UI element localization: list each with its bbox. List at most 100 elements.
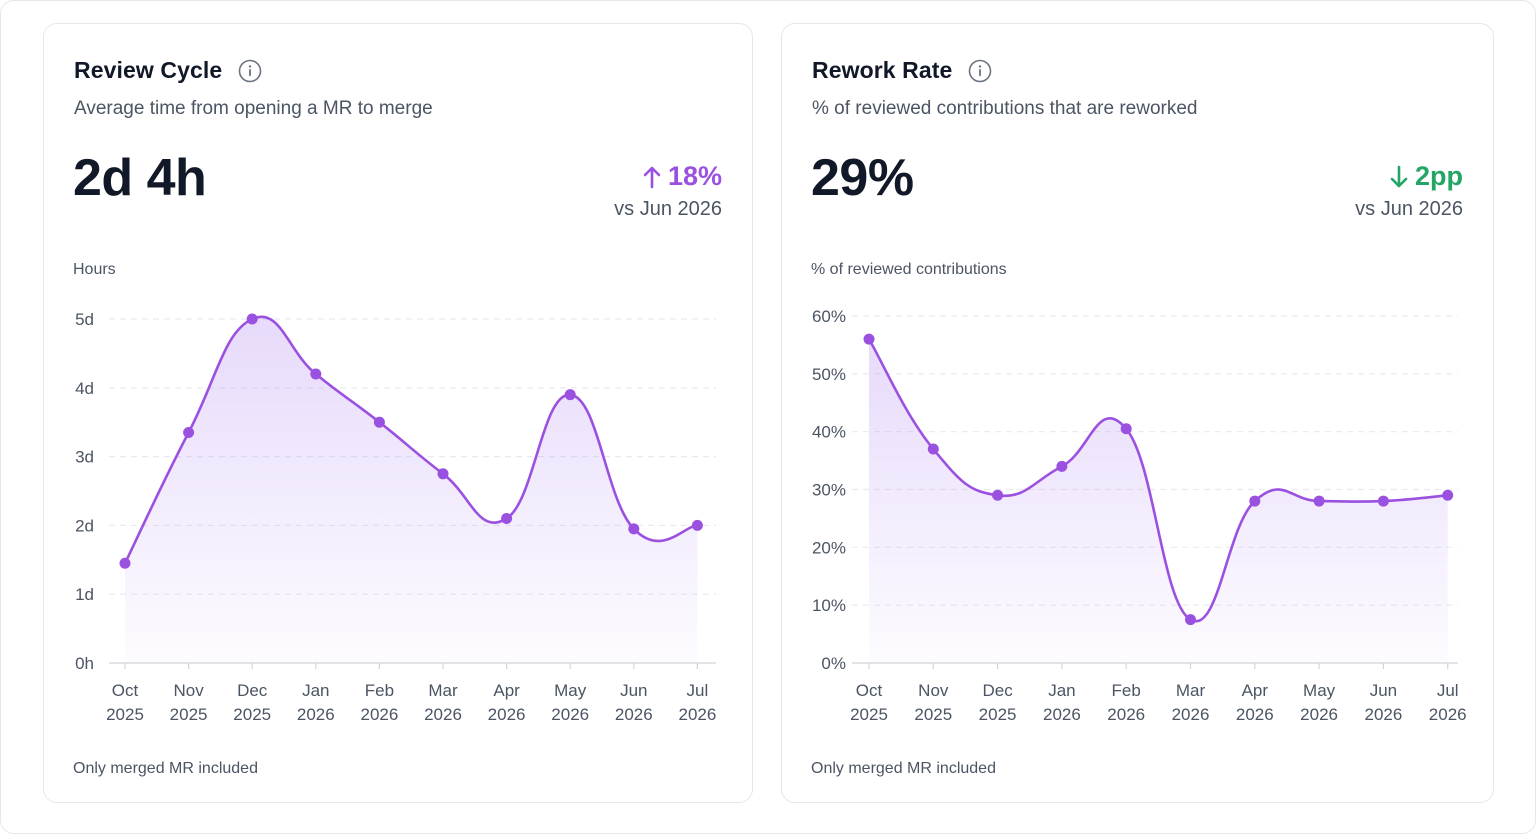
x-tick-label: 2026: [360, 705, 398, 724]
delta-line: 18%: [614, 161, 722, 192]
rework-rate-chart: 0% 10% 20% 30% 40% 50% 60% Oct 2025 Nov 2025 Dec 202…: [812, 307, 1467, 724]
y-tick-label: 4d: [75, 379, 94, 398]
x-tick-label: Oct: [112, 681, 139, 700]
arrow-up-icon: [643, 166, 661, 188]
x-tick-label: Jun: [620, 681, 647, 700]
x-tick-label: Nov: [173, 681, 204, 700]
data-point: [1185, 614, 1196, 626]
data-point: [183, 427, 195, 439]
rework-rate-card: Rework Rate % of reviewed contributions …: [781, 23, 1494, 803]
x-tick-label: May: [1303, 681, 1336, 700]
metric-value: 29%: [811, 149, 914, 207]
card-subtitle: Average time from opening a MR to merge: [74, 98, 433, 119]
x-tick-label: Jan: [1048, 681, 1075, 700]
data-point: [1120, 423, 1132, 435]
card-header: Rework Rate: [812, 57, 992, 84]
y-tick-label: 60%: [812, 307, 846, 326]
card-title: Rework Rate: [812, 57, 953, 83]
y-tick-label: 20%: [812, 538, 846, 557]
x-tick-label: 2026: [297, 705, 335, 724]
x-tick-label: 2026: [1429, 705, 1467, 724]
x-tick-label: 2026: [1236, 705, 1274, 724]
x-tick-label: Dec: [982, 681, 1013, 700]
x-tick-label: Apr: [493, 681, 520, 700]
x-tick-label: Jul: [687, 681, 709, 700]
y-tick-label: 2d: [75, 516, 94, 535]
delta-comparison: vs Jun 2026: [1355, 198, 1463, 220]
x-tick-label: Nov: [918, 681, 949, 700]
x-tick-label: 2026: [1107, 705, 1145, 724]
delta-line: 2pp: [1355, 161, 1463, 192]
review-cycle-card: Review Cycle Average time from opening a…: [43, 23, 753, 803]
x-tick-label: 2025: [914, 705, 952, 724]
y-tick-label: 30%: [812, 481, 846, 500]
delta-block: 2pp vs Jun 2026: [1355, 161, 1463, 221]
data-point: [1442, 489, 1454, 501]
y-tick-label: 3d: [75, 448, 94, 467]
data-point: [310, 368, 322, 380]
card-title: Review Cycle: [74, 57, 223, 83]
data-point: [628, 523, 640, 535]
x-tick-label: May: [554, 681, 587, 700]
x-tick-label: Apr: [1242, 681, 1269, 700]
card-footnote: Only merged MR included: [73, 760, 258, 777]
data-point: [1249, 495, 1261, 507]
x-tick-label: Feb: [1112, 681, 1141, 700]
x-tick-label: Oct: [856, 681, 883, 700]
series-line: [867, 337, 1449, 623]
data-point: [1313, 495, 1325, 507]
card-header: Review Cycle: [74, 57, 262, 84]
series-line: [123, 315, 699, 565]
review-cycle-chart: 0h 1d 2d 3d 4d 5d Oct 2025 Nov 2025 Dec 2025 Jan 2026…: [75, 310, 716, 724]
y-tick-label: 50%: [812, 365, 846, 384]
data-point: [564, 389, 576, 401]
x-tick-label: 2025: [106, 705, 144, 724]
data-point: [437, 468, 449, 480]
series-area: [869, 339, 1448, 663]
x-tick-label: Jan: [302, 681, 329, 700]
y-tick-label: 5d: [75, 310, 94, 329]
data-point: [691, 519, 703, 531]
x-tick-label: 2025: [170, 705, 208, 724]
metric-value: 2d 4h: [73, 149, 207, 207]
y-tick-label: 0%: [821, 654, 846, 673]
card-footnote: Only merged MR included: [811, 760, 996, 777]
y-tick-label: 10%: [812, 596, 846, 615]
arrow-down-icon: [1390, 165, 1408, 187]
x-tick-label: 2026: [424, 705, 462, 724]
card-subtitle: % of reviewed contributions that are rew…: [812, 98, 1198, 119]
data-point: [1377, 495, 1389, 507]
delta-value: 2pp: [1414, 161, 1463, 191]
x-tick-label: Feb: [365, 681, 394, 700]
delta-value: 18%: [667, 161, 722, 191]
x-tick-label: 2026: [1300, 705, 1338, 724]
data-point: [927, 443, 939, 455]
x-tick-label: 2026: [488, 705, 526, 724]
x-tick-label: 2026: [1364, 705, 1402, 724]
data-point: [246, 313, 258, 325]
x-tick-label: Jul: [1437, 681, 1459, 700]
x-tick-label: 2025: [233, 705, 271, 724]
x-tick-label: 2025: [979, 705, 1017, 724]
y-tick-label: 0h: [75, 654, 94, 673]
y-axis-title: Hours: [73, 261, 116, 278]
x-tick-label: 2026: [1172, 705, 1210, 724]
x-tick-label: Mar: [1176, 681, 1206, 700]
delta-block: 18% vs Jun 2026: [614, 161, 722, 221]
delta-comparison: vs Jun 2026: [614, 198, 722, 220]
y-axis-title: % of reviewed contributions: [811, 261, 1007, 278]
y-tick-label: 40%: [812, 423, 846, 442]
data-point: [501, 513, 513, 525]
data-point: [1056, 460, 1068, 472]
x-tick-label: 2026: [551, 705, 589, 724]
x-tick-label: 2026: [678, 705, 716, 724]
info-icon[interactable]: [968, 59, 992, 83]
x-tick-label: 2026: [1043, 705, 1081, 724]
info-icon[interactable]: [238, 59, 262, 83]
y-tick-label: 1d: [75, 585, 94, 604]
data-point: [119, 557, 131, 569]
x-tick-label: Dec: [237, 681, 268, 700]
data-point: [373, 416, 385, 428]
x-tick-label: 2025: [850, 705, 888, 724]
x-tick-label: Jun: [1370, 681, 1397, 700]
